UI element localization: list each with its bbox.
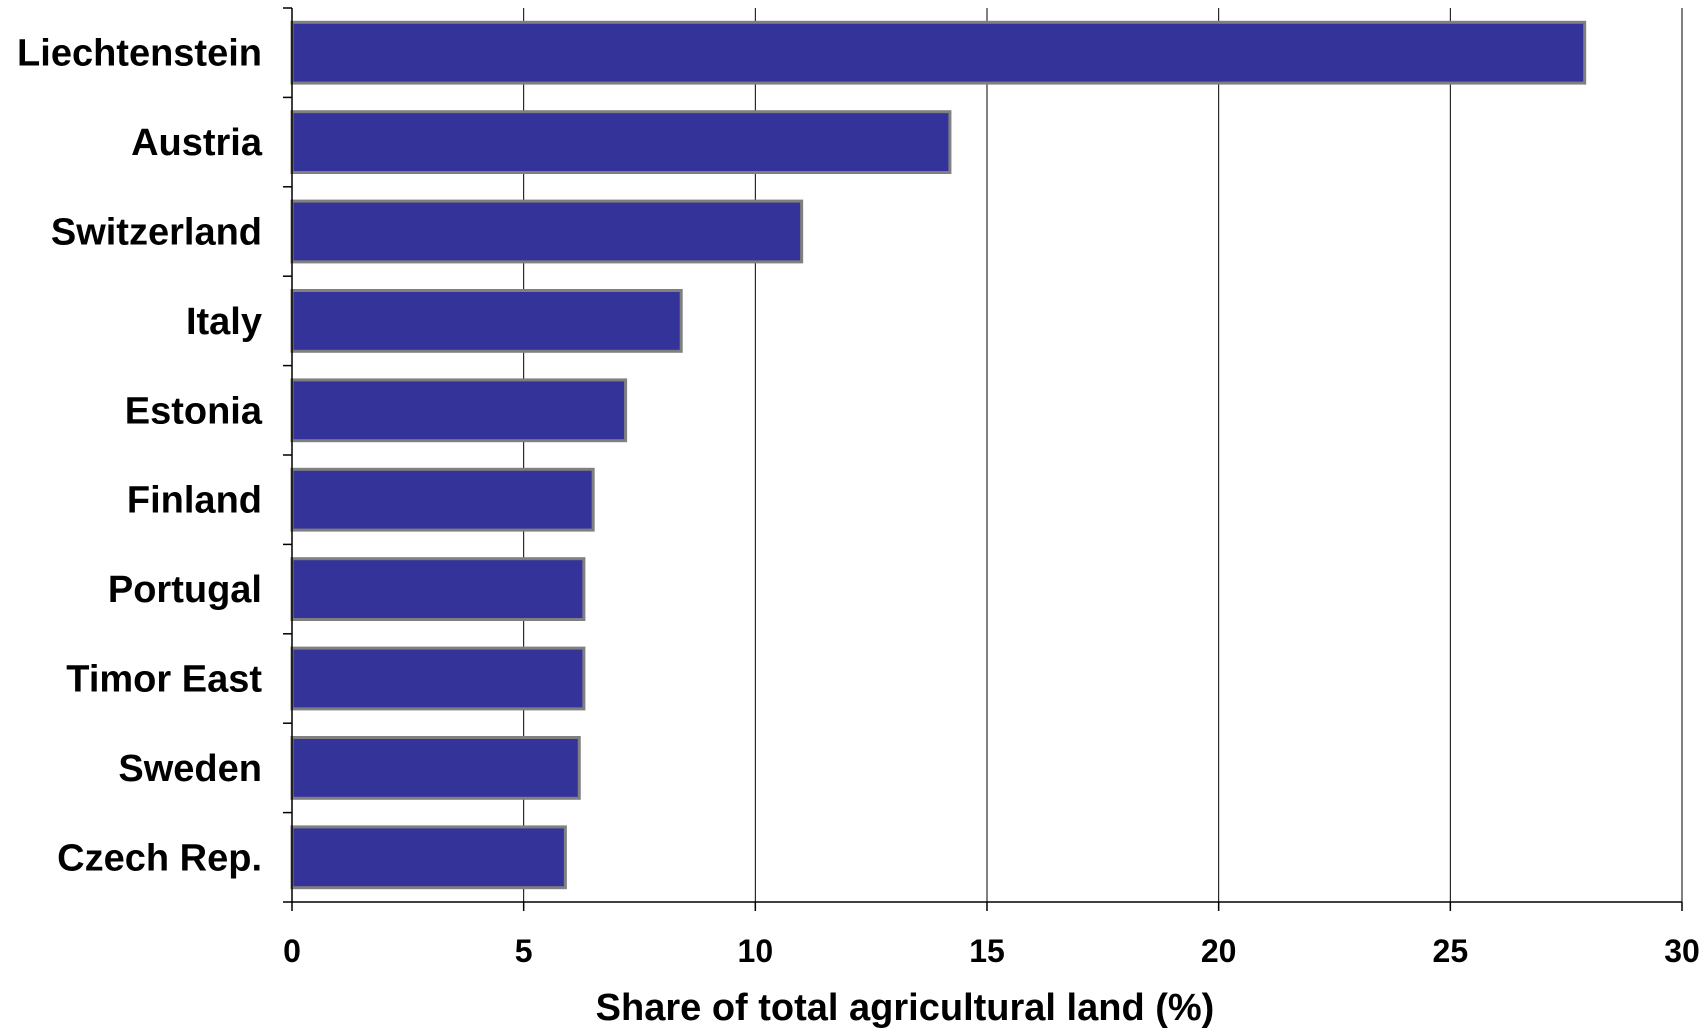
bar-0 xyxy=(290,20,1587,85)
bar-5 xyxy=(290,467,595,532)
category-label-5: Finland xyxy=(127,480,262,522)
x-axis-title: Share of total agricultural land (%) xyxy=(596,987,1215,1029)
category-label-8: Sweden xyxy=(118,748,262,790)
bar-1 xyxy=(290,110,952,174)
x-tick-label-6: 30 xyxy=(1664,933,1700,969)
x-tick-label-5: 25 xyxy=(1433,933,1469,969)
bar-7 xyxy=(290,646,586,711)
category-label-2: Switzerland xyxy=(51,212,262,254)
category-label-0: Liechtenstein xyxy=(17,33,262,75)
category-label-4: Estonia xyxy=(125,390,263,432)
bar-3 xyxy=(290,289,683,353)
bars xyxy=(290,20,1587,890)
category-label-7: Timor East xyxy=(66,659,262,701)
x-tick-label-1: 5 xyxy=(515,933,533,969)
category-label-3: Italy xyxy=(186,301,262,343)
x-tick-labels: 0 5 10 15 20 25 30 xyxy=(283,933,1700,969)
x-tick-label-4: 20 xyxy=(1201,933,1237,969)
category-label-9: Czech Rep. xyxy=(57,837,262,879)
x-tick-label-2: 10 xyxy=(738,933,774,969)
x-tick-label-0: 0 xyxy=(283,933,301,969)
bar-6 xyxy=(290,557,586,621)
bar-8 xyxy=(290,736,581,800)
bar-2 xyxy=(290,199,804,264)
category-label-1: Austria xyxy=(131,122,263,164)
x-tick-label-3: 15 xyxy=(969,933,1005,969)
bar-9 xyxy=(290,825,567,890)
category-label-6: Portugal xyxy=(108,569,262,611)
category-labels: Liechtenstein Austria Switzerland Italy Esto… xyxy=(17,33,263,880)
bar-4 xyxy=(290,378,628,443)
axes xyxy=(283,7,1683,911)
